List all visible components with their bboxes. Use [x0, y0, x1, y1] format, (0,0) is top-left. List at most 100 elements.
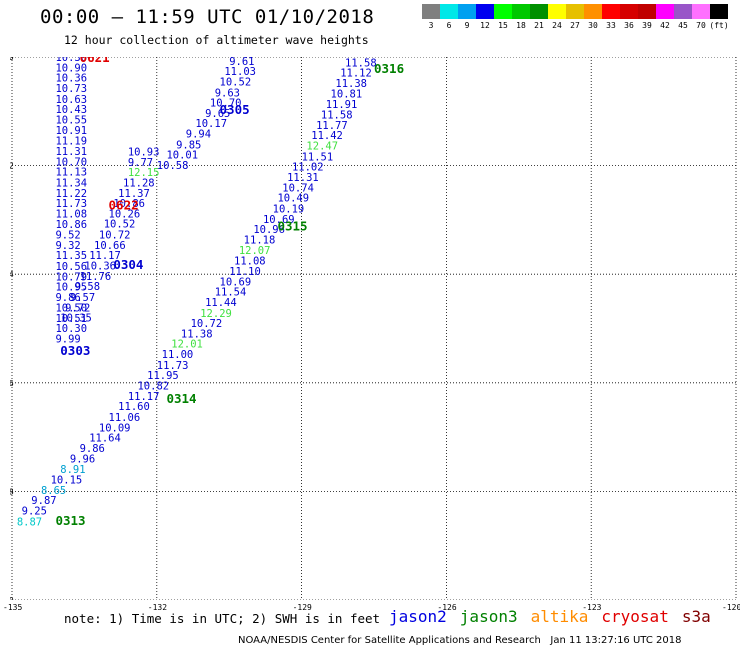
scale-cell: 27: [566, 4, 584, 30]
scale-label: 6: [446, 21, 452, 30]
wave-height-label: 10.36: [55, 73, 87, 85]
wave-height-label: 11.08: [234, 256, 266, 268]
wave-height-label: 11.91: [326, 99, 358, 111]
scale-swatch: [530, 4, 548, 19]
scale-cell: 21: [530, 4, 548, 30]
scale-swatch: [440, 4, 458, 19]
pass-label: 0303: [60, 343, 90, 358]
wave-height-label: 10.51: [55, 313, 87, 325]
scale-label: 39: [642, 21, 652, 30]
wave-height-label: 8.87: [17, 516, 42, 528]
scale-label: 15: [498, 21, 508, 30]
scale-cell: 18: [512, 4, 530, 30]
wave-height-label: 10.81: [331, 88, 363, 100]
chart-title: 00:00 – 11:59 UTC 01/10/2018: [40, 6, 375, 28]
scale-swatch: [548, 4, 566, 19]
wave-height-label: 9.57: [70, 292, 95, 304]
wave-height-label: 9.58: [75, 281, 100, 293]
wave-height-label: 11.37: [118, 188, 150, 200]
scale-label: 42: [660, 21, 670, 30]
wave-height-label: 11.18: [244, 234, 276, 246]
plot-area: 40424446485010.3610.9010.3610.7310.6310.…: [10, 57, 738, 600]
wave-height-label: 11.31: [55, 146, 87, 158]
wave-height-label: 10.69: [220, 276, 252, 288]
legend-s3a: s3a: [681, 607, 711, 626]
wave-height-label: 11.17: [128, 391, 160, 403]
scale-cell: 42: [656, 4, 674, 30]
pass-label: 0621: [80, 57, 110, 65]
wave-height-label: 9.65: [205, 108, 230, 120]
wave-height-label: 11.35: [55, 250, 87, 262]
y-tick-label: 44: [10, 270, 14, 279]
pass-label: 0315: [277, 218, 307, 233]
wave-height-label: 11.08: [55, 208, 87, 220]
wave-height-label: 10.35: [60, 313, 92, 325]
wave-height-label: 9.25: [22, 505, 47, 517]
wave-height-label: 11.03: [224, 66, 256, 78]
wave-height-label: 12.07: [239, 245, 271, 257]
x-tick-label: -132: [147, 603, 168, 612]
wave-height-label: 10.90: [55, 62, 87, 74]
wave-height-label: 10.93: [128, 146, 160, 158]
x-tick-label: -126: [437, 603, 457, 612]
scale-cell: 39: [638, 4, 656, 30]
scale-cell: 6: [440, 4, 458, 30]
wave-height-label: 10.19: [273, 203, 305, 215]
wave-height-label: 11.58: [321, 110, 353, 122]
y-tick-label: 42: [10, 162, 14, 171]
scale-label: (ft): [709, 21, 729, 30]
legend-jason2: jason2: [389, 607, 447, 626]
pass-label: 0313: [55, 513, 85, 528]
scale-swatch: [638, 4, 656, 19]
wave-height-label: 9.85: [176, 139, 201, 151]
color-scale: 3 6 9 12 15 18 21 24 27 30 33 36 39 42 45 70 (ft): [422, 4, 729, 30]
scale-swatch: [656, 4, 674, 19]
wave-height-label: 11.77: [316, 120, 348, 132]
wave-height-label: 10.50: [55, 302, 87, 314]
wave-height-label: 11.51: [302, 151, 334, 163]
scale-label: 27: [570, 21, 580, 30]
wave-height-label: 10.66: [94, 240, 126, 252]
wave-height-label: 11.19: [55, 136, 87, 148]
wave-height-label: 8.91: [60, 464, 85, 476]
wave-height-label: 12.15: [128, 167, 160, 179]
wave-height-label: 10.86: [113, 198, 145, 210]
scale-label: 36: [624, 21, 634, 30]
wave-height-label: 9.86: [80, 443, 105, 455]
scale-cell: (ft): [709, 4, 729, 30]
wave-height-label: 10.70: [210, 98, 242, 110]
wave-height-label: 10.69: [263, 214, 295, 226]
wave-height-label: 11.54: [215, 287, 247, 299]
wave-height-label: 10.91: [55, 125, 87, 137]
wave-height-label: 10.72: [191, 318, 223, 330]
wave-height-label: 11.42: [311, 130, 343, 142]
wave-height-label: 11.17: [89, 250, 121, 262]
wave-height-label: 10.26: [109, 208, 141, 220]
wave-height-label: 10.70: [55, 156, 87, 168]
wave-height-label: 9.63: [215, 87, 240, 99]
scale-cell: 9: [458, 4, 476, 30]
wave-height-label: 10.36: [55, 57, 87, 64]
pass-label: 0305: [220, 102, 250, 117]
scale-swatch: [620, 4, 638, 19]
wave-height-label: 10.17: [195, 118, 227, 130]
scale-swatch: [692, 4, 710, 19]
pass-label: 0304: [113, 257, 143, 272]
wave-height-label: 11.64: [89, 433, 121, 445]
note-text: note: 1) Time is in UTC; 2) SWH is in fe…: [64, 611, 381, 626]
wave-height-label: 11.06: [109, 412, 141, 424]
scale-swatch: [494, 4, 512, 19]
wave-height-label: 9.94: [186, 129, 211, 141]
wave-height-label: 10.52: [104, 219, 136, 231]
scale-cell: 33: [602, 4, 620, 30]
scale-swatch: [584, 4, 602, 19]
wave-height-label: 9.32: [55, 240, 80, 252]
wave-height-label: 9.72: [65, 302, 90, 314]
wave-height-label: 11.28: [123, 177, 155, 189]
wave-height-label: 10.01: [166, 150, 198, 162]
chart-svg: 40424446485010.3610.9010.3610.7310.6310.…: [10, 57, 737, 600]
satellite-legend: jason2 jason3 altika cryosat s3a: [389, 607, 724, 626]
scale-cell: 24: [548, 4, 566, 30]
wave-height-label: 10.52: [220, 76, 252, 88]
scale-label: 45: [678, 21, 688, 30]
